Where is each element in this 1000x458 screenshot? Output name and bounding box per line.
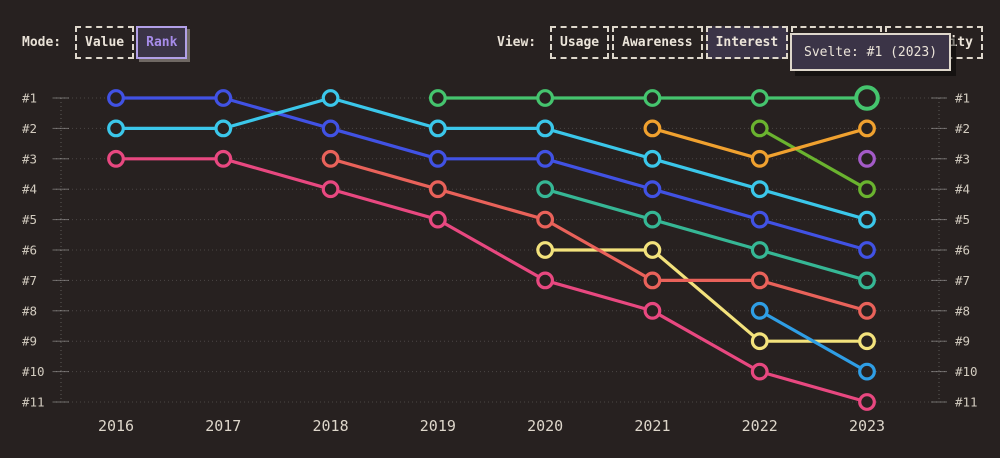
series-line-light-blue bbox=[758, 309, 869, 374]
rank-label-left-9: #9 bbox=[22, 334, 37, 349]
series-line-salmon bbox=[328, 157, 869, 313]
mode-label: Mode: bbox=[22, 35, 62, 50]
data-point-pink-2017[interactable] bbox=[214, 149, 233, 168]
view-option-awareness[interactable]: Awareness bbox=[612, 26, 703, 59]
data-point-indigo-2022[interactable] bbox=[750, 210, 769, 229]
year-label-2016: 2016 bbox=[98, 417, 134, 435]
rank-label-left-4: #4 bbox=[22, 182, 37, 197]
series-line-teal bbox=[543, 187, 869, 282]
data-point-indigo-2021[interactable] bbox=[643, 180, 662, 199]
year-label-2017: 2017 bbox=[205, 417, 241, 435]
rank-label-left-3: #3 bbox=[22, 151, 37, 166]
data-point-cyan-2018[interactable] bbox=[321, 89, 340, 107]
rank-label-left-5: #5 bbox=[22, 212, 37, 227]
data-point-indigo-2017[interactable] bbox=[214, 89, 233, 107]
series-line-pink bbox=[114, 157, 869, 404]
data-point-teal-2022[interactable] bbox=[750, 241, 769, 259]
data-point-teal-2021[interactable] bbox=[643, 210, 662, 229]
rank-label-left-2: #2 bbox=[22, 121, 37, 136]
data-point-pink-2016[interactable] bbox=[107, 149, 125, 168]
data-point-cyan-2017[interactable] bbox=[214, 119, 233, 138]
mode-option-rank[interactable]: Rank bbox=[136, 26, 188, 59]
data-point-Svelte-2022[interactable] bbox=[750, 89, 769, 107]
year-label-2020: 2020 bbox=[527, 417, 563, 435]
year-label-2023: 2023 bbox=[849, 417, 885, 435]
data-point-pink-2022[interactable] bbox=[750, 362, 769, 381]
data-point-amber-2023[interactable] bbox=[858, 119, 876, 138]
data-point-salmon-2020[interactable] bbox=[536, 210, 555, 229]
data-point-amber-2021[interactable] bbox=[643, 119, 662, 138]
rank-label-right-11: #11 bbox=[955, 395, 978, 410]
rank-label-right-7: #7 bbox=[955, 273, 970, 288]
data-point-teal-2020[interactable] bbox=[536, 180, 555, 199]
rank-label-right-9: #9 bbox=[955, 334, 970, 349]
data-point-Svelte-2021[interactable] bbox=[643, 89, 662, 107]
data-point-salmon-2021[interactable] bbox=[643, 271, 662, 290]
year-label-2019: 2019 bbox=[420, 417, 456, 435]
rank-label-right-1: #1 bbox=[955, 91, 970, 106]
rank-label-right-2: #2 bbox=[955, 121, 970, 136]
mode-toggle: Value Rank bbox=[75, 26, 188, 59]
rank-label-left-1: #1 bbox=[22, 91, 37, 106]
data-point-light-blue-2023[interactable] bbox=[858, 362, 876, 381]
data-point-pink-2021[interactable] bbox=[643, 301, 662, 320]
data-point-yellow-2022[interactable] bbox=[750, 332, 769, 351]
data-point-cyan-2021[interactable] bbox=[643, 149, 662, 168]
data-point-indigo-2023[interactable] bbox=[858, 241, 876, 259]
data-point-Svelte-2019[interactable] bbox=[428, 89, 447, 107]
rank-label-right-8: #8 bbox=[955, 303, 970, 318]
data-point-pink-2020[interactable] bbox=[536, 271, 555, 290]
data-point-indigo-2018[interactable] bbox=[321, 119, 340, 138]
rank-label-right-4: #4 bbox=[955, 182, 970, 197]
rank-label-left-11: #11 bbox=[22, 395, 45, 410]
year-label-2022: 2022 bbox=[742, 417, 778, 435]
rank-label-left-7: #7 bbox=[22, 273, 37, 288]
data-point-purple-2023[interactable] bbox=[858, 149, 876, 168]
data-point-olive-green-2023[interactable] bbox=[858, 180, 876, 199]
data-point-cyan-2020[interactable] bbox=[536, 119, 555, 138]
data-point-amber-2022[interactable] bbox=[750, 149, 769, 168]
rank-label-right-5: #5 bbox=[955, 212, 970, 227]
data-point-salmon-2023[interactable] bbox=[858, 301, 876, 320]
rank-label-right-10: #10 bbox=[955, 364, 978, 379]
data-point-yellow-2023[interactable] bbox=[858, 332, 876, 351]
data-point-pink-2019[interactable] bbox=[428, 210, 447, 229]
data-point-yellow-2021[interactable] bbox=[643, 241, 662, 259]
data-point-indigo-2019[interactable] bbox=[428, 149, 447, 168]
data-point-indigo-2016[interactable] bbox=[107, 89, 125, 107]
data-point-teal-2023[interactable] bbox=[858, 271, 876, 290]
data-point-cyan-2016[interactable] bbox=[107, 119, 125, 138]
data-point-cyan-2019[interactable] bbox=[428, 119, 447, 138]
data-point-pink-2018[interactable] bbox=[321, 180, 340, 199]
view-option-interest[interactable]: Interest bbox=[705, 26, 789, 59]
rank-label-right-3: #3 bbox=[955, 151, 970, 166]
rank-label-left-6: #6 bbox=[22, 243, 37, 258]
view-option-usage[interactable]: Usage bbox=[550, 26, 610, 59]
rank-label-left-10: #10 bbox=[22, 364, 45, 379]
data-point-yellow-2020[interactable] bbox=[536, 241, 555, 259]
data-point-salmon-2018[interactable] bbox=[321, 149, 340, 168]
data-point-pink-2023[interactable] bbox=[858, 393, 876, 411]
series-line-olive-green bbox=[758, 126, 869, 191]
view-label: View: bbox=[497, 35, 537, 50]
data-point-cyan-2022[interactable] bbox=[750, 180, 769, 199]
series-line-indigo bbox=[114, 96, 869, 252]
mode-option-value[interactable]: Value bbox=[75, 26, 135, 59]
rank-label-right-6: #6 bbox=[955, 243, 970, 258]
data-point-olive-green-2022[interactable] bbox=[750, 119, 769, 138]
data-point-cyan-2023[interactable] bbox=[858, 210, 876, 229]
data-point-Svelte-2023[interactable] bbox=[854, 85, 880, 111]
data-point-indigo-2020[interactable] bbox=[536, 149, 555, 168]
data-point-salmon-2022[interactable] bbox=[750, 271, 769, 290]
data-point-salmon-2019[interactable] bbox=[428, 180, 447, 199]
rank-label-left-8: #8 bbox=[22, 303, 37, 318]
tooltip: Svelte: #1 (2023) bbox=[790, 33, 952, 71]
data-point-Svelte-2020[interactable] bbox=[536, 89, 555, 107]
data-point-light-blue-2022[interactable] bbox=[750, 301, 769, 320]
year-label-2018: 2018 bbox=[313, 417, 349, 435]
year-label-2021: 2021 bbox=[634, 417, 670, 435]
series-line-cyan bbox=[114, 96, 869, 222]
